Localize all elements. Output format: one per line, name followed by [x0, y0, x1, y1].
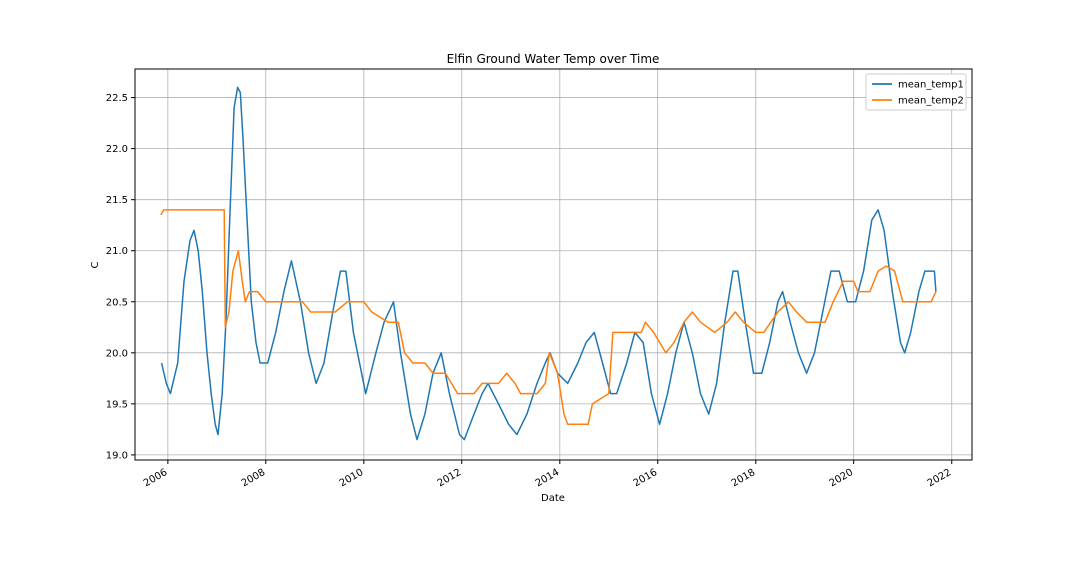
y-tick-label: 22.0 — [106, 144, 128, 155]
legend-label-mean-temp1: mean_temp1 — [898, 80, 964, 91]
y-tick-label: 21.5 — [106, 195, 128, 206]
y-axis: 19.0 19.5 20.0 20.5 21.0 21.5 22.0 22.5 — [106, 93, 135, 461]
legend-label-mean-temp2: mean_temp2 — [898, 96, 964, 107]
legend: mean_temp1 mean_temp2 — [865, 73, 967, 111]
y-tick-label: 19.5 — [106, 399, 128, 410]
y-tick-label: 21.0 — [106, 246, 128, 257]
plot-frame — [134, 68, 973, 461]
series-layer — [160, 86, 937, 441]
series-line-mean-temp1 — [160, 86, 937, 441]
y-tick-label: 20.5 — [106, 297, 128, 308]
series-line-mean-temp2 — [160, 209, 937, 426]
chart-title: Elfin Ground Water Temp over Time — [447, 52, 660, 66]
y-tick-label: 22.5 — [106, 93, 128, 104]
grid — [135, 69, 972, 460]
x-axis-title: Date — [541, 493, 565, 504]
y-axis-title: C — [90, 261, 101, 268]
y-tick-label: 20.0 — [106, 348, 128, 359]
legend-box — [865, 73, 967, 111]
y-tick-label: 19.0 — [106, 450, 128, 461]
